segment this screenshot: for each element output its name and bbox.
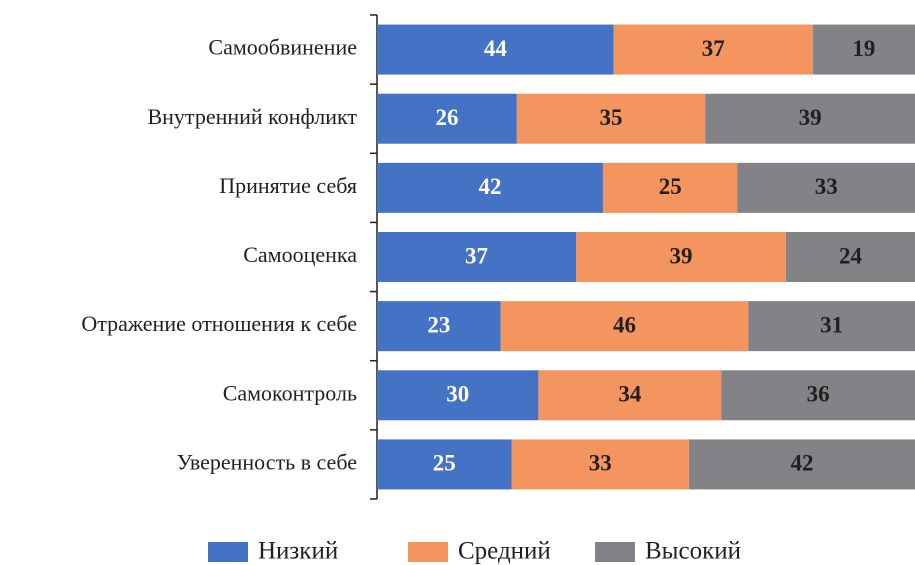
bar-segment xyxy=(516,93,706,144)
bar-segment xyxy=(377,24,614,75)
bar-segment xyxy=(377,232,577,282)
bar-segment xyxy=(737,162,915,213)
bar-segment xyxy=(721,370,915,421)
bar-segment xyxy=(576,232,786,282)
value-label: 26 xyxy=(435,105,458,130)
category-label: Отражение отношения к себе xyxy=(81,311,357,336)
bar-segment xyxy=(602,162,738,213)
legend-swatch xyxy=(595,542,635,562)
bar-segment xyxy=(812,24,915,75)
legend-label: Низкий xyxy=(258,538,338,565)
bar-segment xyxy=(377,162,603,213)
category-label: Уверенность в себе xyxy=(177,449,357,474)
value-label: 44 xyxy=(484,36,508,61)
value-label: 34 xyxy=(618,382,642,407)
bar-segment xyxy=(748,301,915,352)
value-label: 31 xyxy=(820,312,843,337)
category-label: Самооценка xyxy=(243,242,357,267)
value-label: 24 xyxy=(839,243,863,268)
value-label: 37 xyxy=(702,36,725,61)
value-label: 35 xyxy=(600,105,623,130)
value-label: 42 xyxy=(791,451,814,476)
bar-segment xyxy=(538,370,722,421)
bar-segment xyxy=(785,232,915,282)
value-label: 23 xyxy=(427,312,450,337)
value-label: 33 xyxy=(589,451,612,476)
value-label: 25 xyxy=(433,451,456,476)
category-label: Принятие себя xyxy=(219,173,357,198)
bar-segment xyxy=(705,93,915,144)
bar-segment xyxy=(377,301,501,352)
bar-segment xyxy=(689,439,915,490)
legend-label: Средний xyxy=(458,538,551,565)
value-label: 42 xyxy=(478,174,501,199)
legend-label: Высокий xyxy=(645,538,741,565)
bar-segment xyxy=(500,301,749,352)
category-label: Самоконтроль xyxy=(223,380,357,405)
value-label: 39 xyxy=(799,105,822,130)
value-label: 25 xyxy=(659,174,682,199)
legend-swatch xyxy=(208,542,248,562)
category-label: Внутренний конфликт xyxy=(147,104,357,129)
bar-segment xyxy=(377,93,517,144)
value-label: 37 xyxy=(465,243,488,268)
value-label: 19 xyxy=(852,36,875,61)
category-label: Самообвинение xyxy=(208,35,357,60)
value-label: 33 xyxy=(815,174,838,199)
bar-segment xyxy=(377,370,539,421)
bar-segment xyxy=(613,24,813,75)
bar-segment xyxy=(377,439,512,490)
legend-swatch xyxy=(408,542,448,562)
value-label: 30 xyxy=(446,382,469,407)
value-label: 36 xyxy=(807,382,830,407)
bar-segment xyxy=(511,439,690,490)
value-label: 46 xyxy=(613,312,636,337)
value-label: 39 xyxy=(669,243,692,268)
